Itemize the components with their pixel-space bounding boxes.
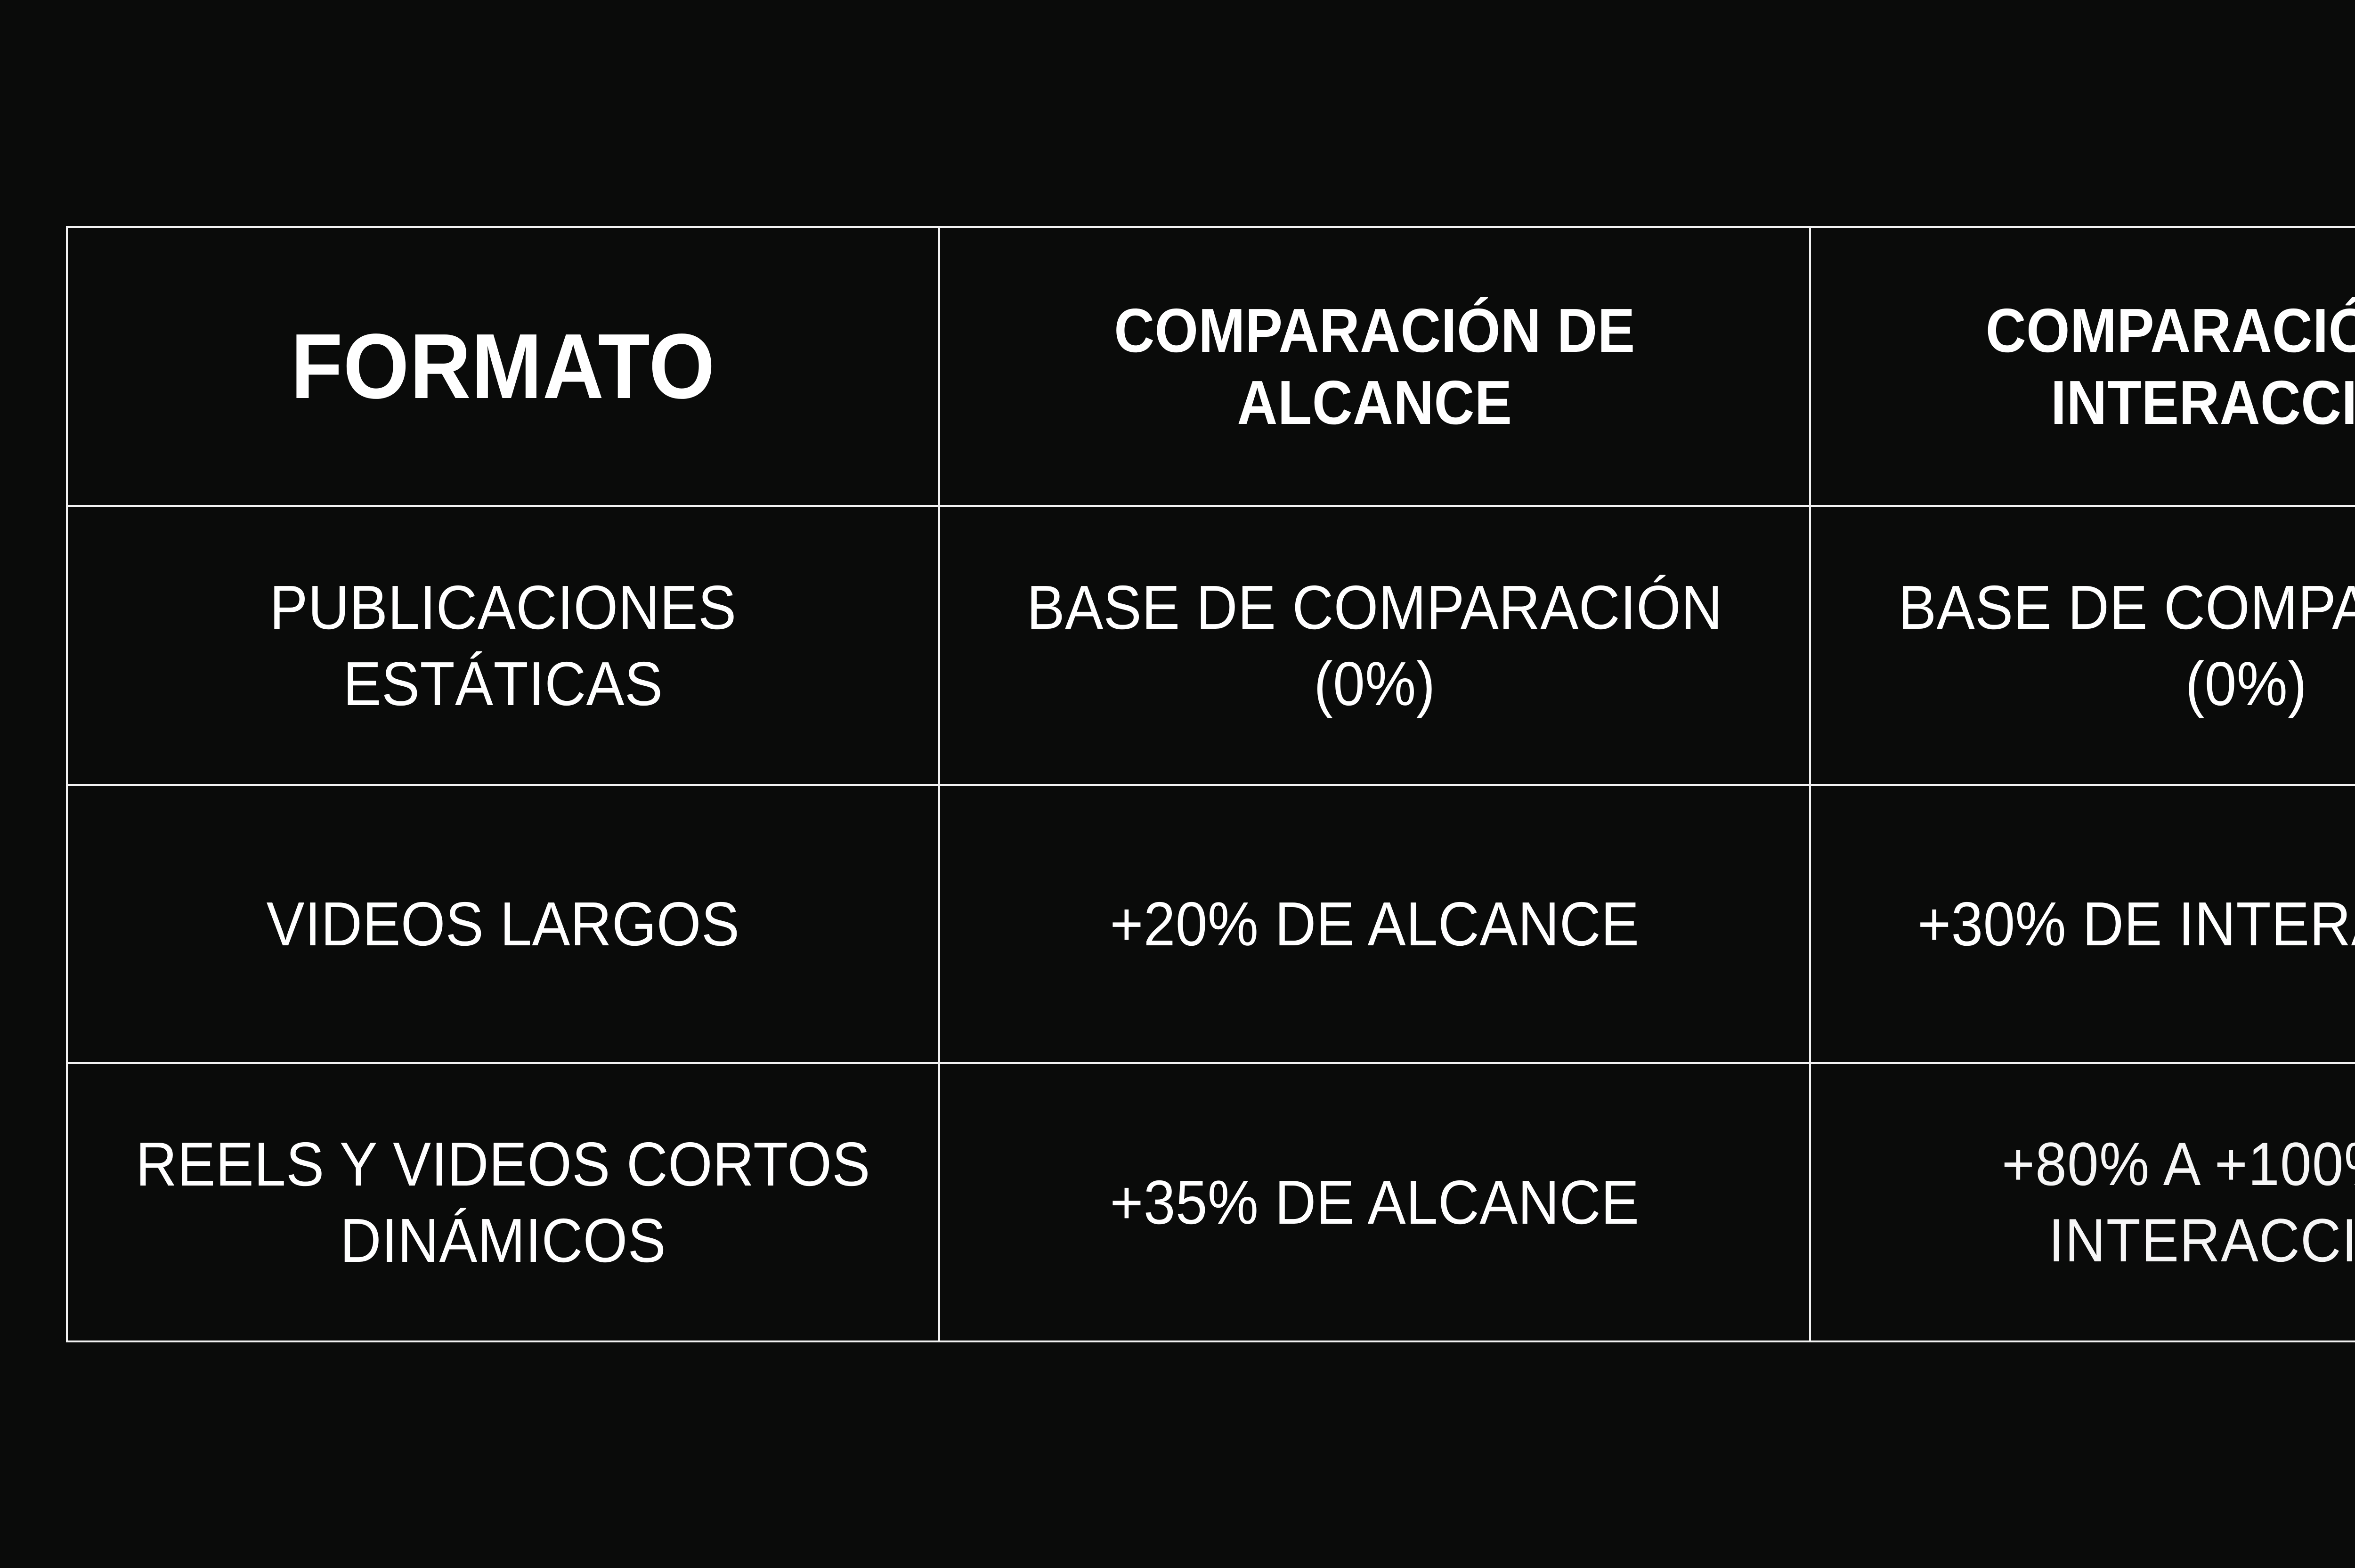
cell-interaccion-row-1-label: BASE DE COMPARACIÓN (0%) (1898, 573, 2355, 718)
cell-formato-row-2-label: VIDEOS LARGOS (266, 889, 740, 959)
table-header-row: FORMATO COMPARACIÓN DE ALCANCE COMPARACI… (66, 226, 2355, 507)
cell-formato-row-2: VIDEOS LARGOS (66, 784, 940, 1064)
cell-alcance-row-1: BASE DE COMPARACIÓN (0%) (938, 505, 1811, 786)
cell-alcance-row-3-label: +35% DE ALCANCE (1110, 1167, 1640, 1237)
cell-alcance-row-1-label: BASE DE COMPARACIÓN (0%) (1026, 573, 1723, 718)
column-header-alcance-label: COMPARACIÓN DE ALCANCE (1114, 295, 1635, 437)
cell-interaccion-row-2: +30% DE INTERACCIÓN (1809, 784, 2355, 1064)
cell-formato-row-1: PUBLICACIONES ESTÁTICAS (66, 505, 940, 786)
cell-formato-row-3: REELS Y VIDEOS CORTOS DINÁMICOS (66, 1062, 940, 1342)
column-header-alcance: COMPARACIÓN DE ALCANCE (938, 226, 1811, 507)
column-header-interaccion: COMPARACIÓN DE INTERACCIÓN (1809, 226, 2355, 507)
cell-alcance-row-3: +35% DE ALCANCE (938, 1062, 1811, 1342)
cell-formato-row-1-label: PUBLICACIONES ESTÁTICAS (269, 573, 737, 718)
cell-alcance-row-2: +20% DE ALCANCE (938, 784, 1811, 1064)
cell-formato-row-3-label: REELS Y VIDEOS CORTOS DINÁMICOS (136, 1129, 870, 1275)
cell-interaccion-row-3: +80% A +100% DE INTERACCIÓN (1809, 1062, 2355, 1342)
cell-interaccion-row-3-label: +80% A +100% DE INTERACCIÓN (2001, 1129, 2355, 1275)
cell-interaccion-row-1: BASE DE COMPARACIÓN (0%) (1809, 505, 2355, 786)
cell-interaccion-row-2-label: +30% DE INTERACCIÓN (1917, 889, 2355, 959)
cell-alcance-row-2-label: +20% DE ALCANCE (1110, 889, 1640, 959)
format-comparison-table: FORMATO COMPARACIÓN DE ALCANCE COMPARACI… (66, 226, 2355, 1342)
column-header-interaccion-label: COMPARACIÓN DE INTERACCIÓN (1985, 295, 2355, 437)
table-row: REELS Y VIDEOS CORTOS DINÁMICOS +35% DE … (66, 1062, 2355, 1342)
table-row: VIDEOS LARGOS +20% DE ALCANCE +30% DE IN… (66, 784, 2355, 1064)
column-header-formato: FORMATO (66, 226, 940, 507)
table-row: PUBLICACIONES ESTÁTICAS BASE DE COMPARAC… (66, 505, 2355, 786)
column-header-formato-label: FORMATO (291, 315, 715, 418)
